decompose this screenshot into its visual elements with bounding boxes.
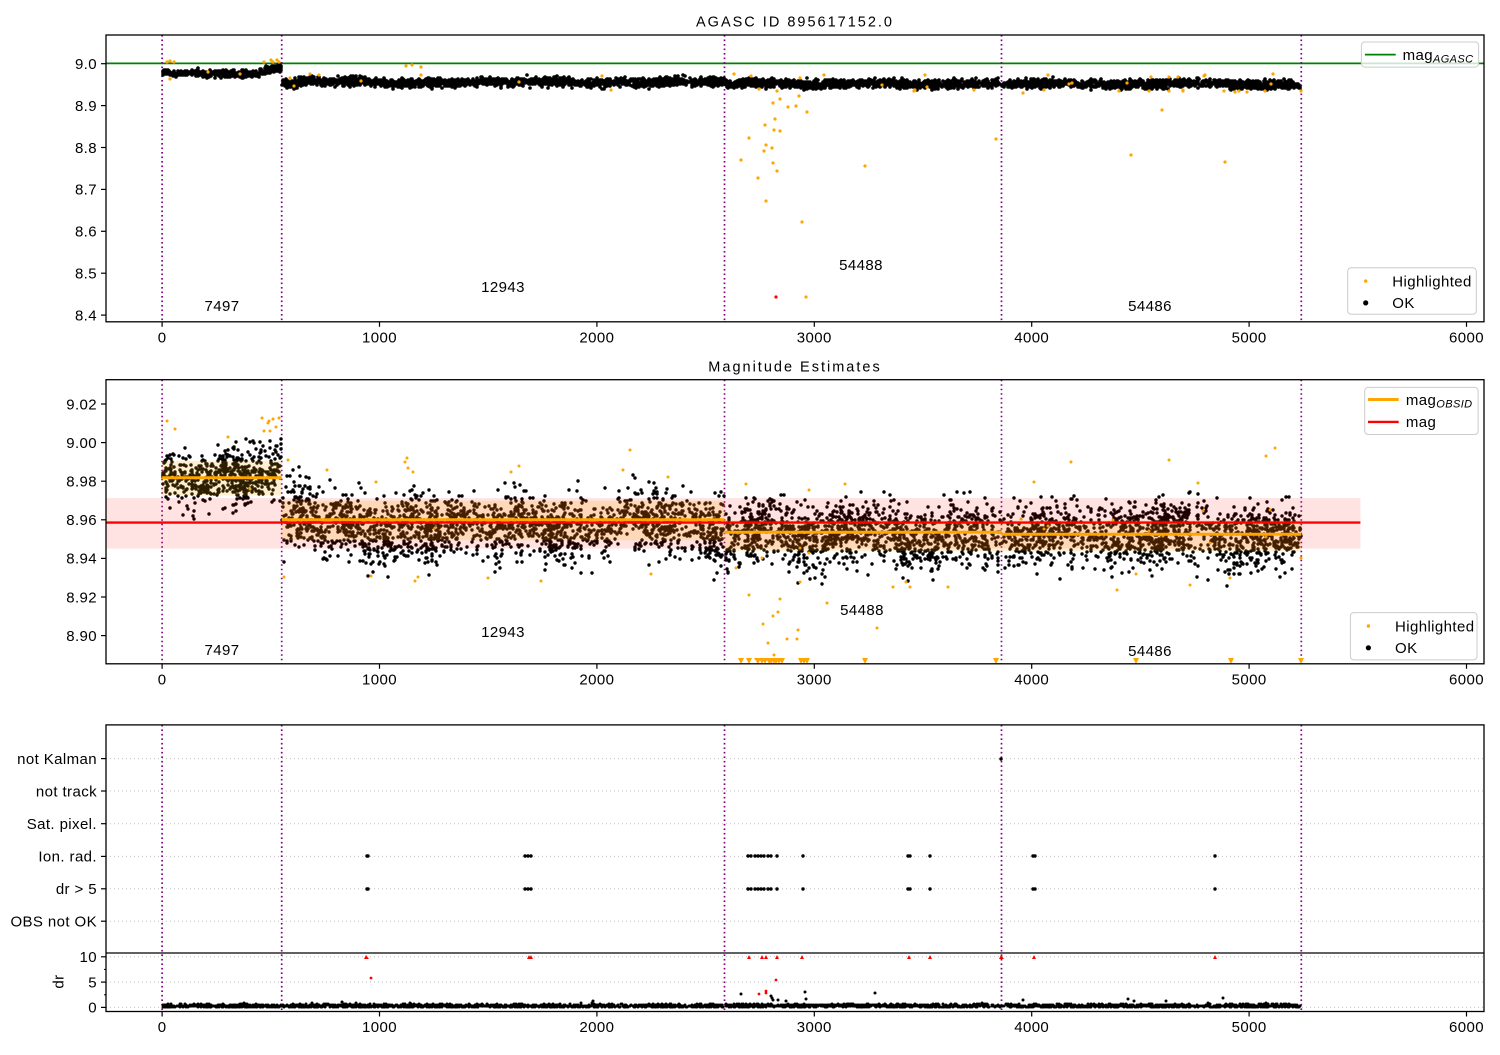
svg-text:9.00: 9.00 [66, 435, 97, 452]
svg-text:1000: 1000 [362, 330, 397, 347]
svg-text:0: 0 [158, 672, 167, 689]
svg-text:8.94: 8.94 [66, 551, 97, 568]
svg-text:8.7: 8.7 [75, 182, 97, 199]
svg-text:4000: 4000 [1014, 1019, 1049, 1036]
svg-text:8.6: 8.6 [75, 224, 97, 241]
svg-text:12943: 12943 [481, 624, 525, 641]
svg-text:6000: 6000 [1449, 672, 1484, 689]
svg-text:6000: 6000 [1449, 330, 1484, 347]
svg-text:Highlighted: Highlighted [1395, 618, 1474, 635]
svg-text:54486: 54486 [1128, 298, 1172, 315]
svg-text:7497: 7497 [205, 642, 240, 659]
svg-text:not track: not track [36, 783, 97, 800]
svg-text:AGASC ID 895617152.0: AGASC ID 895617152.0 [696, 15, 894, 31]
svg-text:1000: 1000 [362, 1019, 397, 1036]
svg-text:3000: 3000 [797, 672, 832, 689]
svg-text:Magnitude Estimates: Magnitude Estimates [708, 360, 881, 376]
svg-text:OK: OK [1392, 295, 1414, 312]
svg-text:7497: 7497 [205, 298, 240, 315]
svg-text:8.5: 8.5 [75, 266, 97, 283]
svg-text:8.92: 8.92 [66, 589, 97, 606]
svg-text:5000: 5000 [1232, 1019, 1267, 1036]
svg-text:0: 0 [158, 1019, 167, 1036]
svg-text:5000: 5000 [1232, 330, 1267, 347]
svg-text:dr: dr [51, 974, 68, 988]
svg-text:5: 5 [88, 974, 97, 991]
svg-text:0: 0 [88, 1000, 97, 1017]
svg-text:OBS not OK: OBS not OK [10, 914, 97, 931]
svg-text:9.0: 9.0 [75, 56, 97, 73]
svg-text:8.8: 8.8 [75, 140, 97, 157]
svg-text:OK: OK [1395, 640, 1417, 657]
svg-text:8.98: 8.98 [66, 474, 97, 491]
svg-text:8.90: 8.90 [66, 628, 97, 645]
svg-text:Sat. pixel.: Sat. pixel. [27, 816, 97, 833]
svg-text:Ion. rad.: Ion. rad. [38, 849, 97, 866]
svg-text:not Kalman: not Kalman [17, 751, 97, 768]
svg-text:3000: 3000 [797, 330, 832, 347]
svg-text:2000: 2000 [579, 1019, 614, 1036]
svg-text:2000: 2000 [579, 672, 614, 689]
svg-text:54486: 54486 [1128, 643, 1172, 660]
svg-text:54488: 54488 [839, 257, 883, 274]
svg-text:8.4: 8.4 [75, 307, 97, 324]
svg-text:1000: 1000 [362, 672, 397, 689]
svg-text:Highlighted: Highlighted [1392, 273, 1471, 290]
svg-text:mag: mag [1406, 414, 1436, 431]
svg-text:2000: 2000 [579, 330, 614, 347]
svg-text:4000: 4000 [1014, 672, 1049, 689]
svg-text:3000: 3000 [797, 1019, 832, 1036]
svg-text:dr > 5: dr > 5 [56, 881, 97, 898]
svg-text:8.9: 8.9 [75, 98, 97, 115]
svg-text:10: 10 [80, 949, 98, 966]
svg-text:6000: 6000 [1449, 1019, 1484, 1036]
svg-text:9.02: 9.02 [66, 396, 97, 413]
svg-text:0: 0 [158, 330, 167, 347]
svg-text:4000: 4000 [1014, 330, 1049, 347]
svg-text:5000: 5000 [1232, 672, 1267, 689]
svg-text:12943: 12943 [481, 279, 525, 296]
svg-text:8.96: 8.96 [66, 512, 97, 529]
svg-text:54488: 54488 [840, 602, 884, 619]
